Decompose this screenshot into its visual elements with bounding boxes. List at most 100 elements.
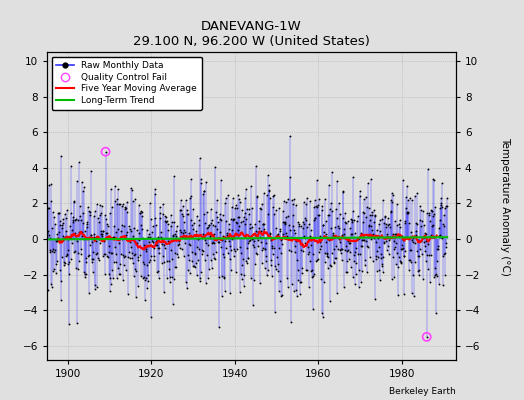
Point [154,234,162,240]
Point [279,208,287,214]
Point [97,210,105,216]
Point [134,254,143,260]
Point [224,226,233,232]
Point [419,276,428,282]
Point [110,223,118,229]
Point [255,280,264,286]
Point [46,235,54,241]
Point [68,227,77,234]
Point [272,225,280,232]
Point [368,231,377,237]
Point [152,242,161,248]
Point [95,257,103,263]
Point [233,220,242,226]
Point [223,230,231,236]
Point [246,225,255,231]
Point [135,237,144,243]
Point [267,257,275,264]
Point [174,241,183,248]
Point [60,211,69,217]
Point [97,228,105,234]
Point [299,199,308,205]
Point [272,232,281,238]
Point [283,196,292,202]
Point [278,240,287,247]
Point [258,244,267,251]
Point [275,287,283,294]
Point [373,227,381,234]
Point [118,235,126,242]
Point [260,226,269,232]
Point [81,271,90,278]
Point [376,217,384,223]
Point [208,265,216,271]
Point [84,204,92,210]
Point [71,217,80,224]
Point [303,244,312,250]
Point [133,283,141,289]
Point [248,235,256,242]
Point [90,234,99,240]
Point [292,257,301,263]
Point [344,217,352,224]
Point [150,215,159,221]
Point [309,306,318,313]
Point [183,207,191,214]
Point [111,182,119,189]
Point [241,220,249,227]
Point [271,207,280,213]
Point [168,233,177,239]
Point [370,235,378,241]
Point [213,214,221,220]
Point [346,264,355,270]
Point [191,264,200,270]
Point [293,293,301,299]
Point [244,255,252,261]
Point [315,212,323,218]
Point [422,334,431,340]
Point [303,266,311,273]
Point [372,253,380,259]
Point [249,235,257,242]
Point [74,229,83,235]
Point [128,232,137,239]
Point [359,208,367,215]
Point [333,290,342,296]
Point [282,214,290,221]
Point [374,234,383,241]
Point [319,222,327,228]
Point [221,199,230,206]
Point [123,199,132,205]
Point [136,210,145,216]
Point [177,197,185,203]
Point [232,202,241,208]
Point [104,234,113,240]
Point [355,284,364,290]
Point [313,202,322,208]
Point [386,208,395,214]
Point [316,245,324,252]
Point [276,278,285,284]
Point [100,212,108,218]
Point [116,260,125,267]
Point [359,219,368,225]
Point [43,230,51,236]
Point [411,240,419,246]
Point [135,230,143,236]
Point [208,240,216,246]
Point [299,248,307,254]
Point [71,233,80,239]
Point [213,197,222,203]
Point [381,235,389,242]
Point [294,266,303,273]
Point [325,206,334,212]
Point [304,248,313,255]
Point [119,252,127,258]
Point [387,209,396,215]
Point [369,207,378,213]
Point [379,239,388,245]
Point [160,242,169,248]
Point [383,247,391,253]
Point [388,199,396,205]
Point [388,254,397,260]
